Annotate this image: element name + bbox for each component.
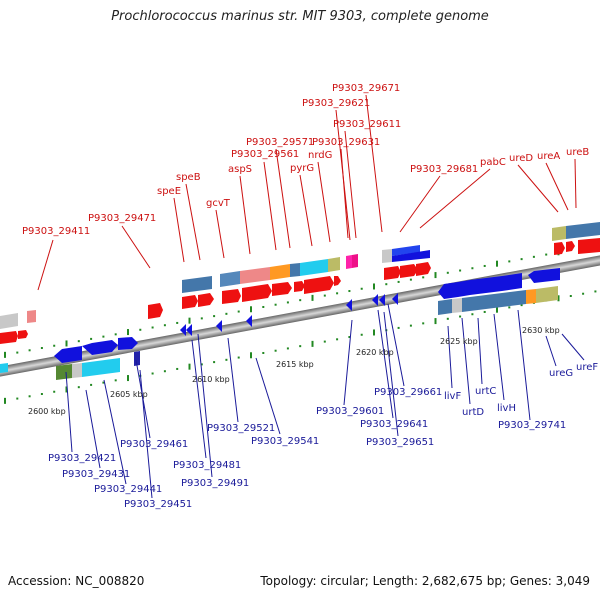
gene-label: ureB <box>566 147 589 158</box>
scale-label: 2630 kbp <box>522 326 560 335</box>
gene-label: pabC <box>480 157 506 168</box>
gene-arrow <box>554 242 565 255</box>
gene-label: ureD <box>509 153 533 164</box>
upper-domain-blocks <box>0 222 600 329</box>
gene-label: P9303_29601 <box>316 406 384 417</box>
gene-arrow <box>222 289 241 304</box>
gene-arrow <box>384 266 401 280</box>
gene-label: P9303_29521 <box>207 423 275 434</box>
forward-genes <box>0 238 600 344</box>
gene-arrow <box>400 264 418 278</box>
gene-label: urtD <box>462 407 484 418</box>
gene-label: P9303_29681 <box>410 164 478 175</box>
gene-arrow <box>416 262 431 276</box>
gene-arrow <box>242 284 272 302</box>
gene-label: P9303_29421 <box>48 453 116 464</box>
gene-arrow <box>0 331 18 344</box>
gene-label: speE <box>157 186 181 197</box>
scale-label: 2625 kbp <box>440 337 478 346</box>
reverse-genes <box>0 268 560 380</box>
gene-label: P9303_29671 <box>332 83 400 94</box>
gene-label: aspS <box>228 164 252 175</box>
gene-label: ureA <box>537 151 560 162</box>
gene-arrow <box>334 276 341 286</box>
gene-label: P9303_29631 <box>312 137 380 148</box>
gene-label: P9303_29411 <box>22 226 90 237</box>
gene-label: P9303_29461 <box>120 439 188 450</box>
gene-label: P9303_29741 <box>498 420 566 431</box>
gene-arrow <box>294 281 305 292</box>
accession-text: Accession: NC_008820 <box>8 574 145 588</box>
scale-label: 2615 kbp <box>276 360 314 369</box>
gene-arrow <box>578 238 600 254</box>
bottom-gene-labels: P9303_29421 P9303_29431 P9303_29441 P9303_2… <box>48 362 598 510</box>
gene-label: ureG <box>549 368 573 379</box>
gene-label: P9303_29611 <box>333 119 401 130</box>
gene-arrow <box>566 241 575 252</box>
top-gene-labels: P9303_29411 P9303_29471 speE speB gcvT aspS P9… <box>22 83 589 237</box>
scale-label: 2605 kbp <box>110 390 148 399</box>
gene-label: gcvT <box>206 198 231 209</box>
gene-label: livH <box>497 403 516 414</box>
gene-label: P9303_29661 <box>374 387 442 398</box>
gene-arrow <box>148 303 163 319</box>
gene-arrow <box>182 295 198 309</box>
scale-label: 2610 kbp <box>192 375 230 384</box>
gene-label: P9303_29471 <box>88 213 156 224</box>
gene-arrow <box>304 276 334 294</box>
gene-label: P9303_29621 <box>302 98 370 109</box>
gene-label: P9303_29541 <box>251 436 319 447</box>
map-title: Prochlorococcus marinus str. MIT 9303, c… <box>111 9 489 24</box>
scale-labels: 2600 kbp 2605 kbp 2610 kbp 2615 kbp 2620 kbp… <box>28 326 560 416</box>
gene-label: P9303_29451 <box>124 499 192 510</box>
gene-label: nrdG <box>308 150 332 161</box>
scale-label: 2600 kbp <box>28 407 66 416</box>
gene-label: P9303_29481 <box>173 460 241 471</box>
gene-arrow <box>18 330 28 339</box>
gene-label: P9303_29641 <box>360 419 428 430</box>
gene-label: P9303_29491 <box>181 478 249 489</box>
gene-label: P9303_29651 <box>366 437 434 448</box>
gene-label: P9303_29431 <box>62 469 130 480</box>
scale-label: 2620 kbp <box>356 348 394 357</box>
gene-label: ureF <box>576 362 598 373</box>
leader-lines <box>37 94 585 499</box>
gene-label: P9303_29561 <box>231 149 299 160</box>
genome-stats-text: Topology: circular; Length: 2,682,675 bp… <box>260 574 590 588</box>
gene-arrow <box>272 282 292 296</box>
gene-arrow <box>198 293 214 307</box>
gene-label: livF <box>444 391 461 402</box>
gene-label: urtC <box>475 386 496 397</box>
gene-label: speB <box>176 172 201 183</box>
gene-label: P9303_29571 <box>246 137 314 148</box>
gene-label: pyrG <box>290 163 314 174</box>
gene-label: P9303_29441 <box>94 484 162 495</box>
